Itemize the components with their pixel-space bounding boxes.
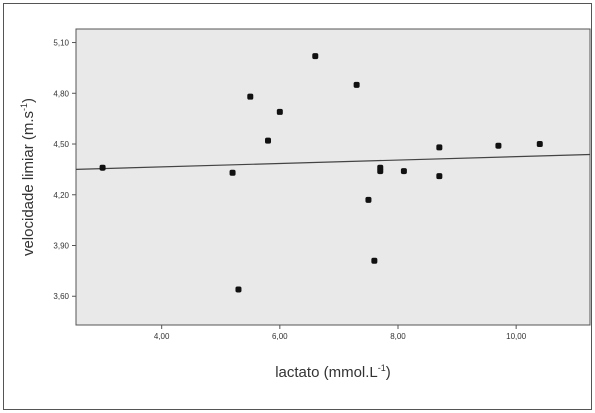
data-point <box>265 137 272 144</box>
data-point <box>400 168 407 175</box>
data-points <box>99 53 543 293</box>
regression-line <box>75 153 591 170</box>
data-point <box>436 173 443 180</box>
y-axis: 3,60 3,90 4,20 4,50 4,80 5,10 <box>53 39 76 301</box>
chart-figure: 4,00 6,00 8,00 10,00 3,60 3,90 4,20 4,50 4,80 5,… <box>3 3 592 410</box>
data-point <box>247 93 254 100</box>
x-tick-label: 4,00 <box>154 332 170 341</box>
data-point <box>377 168 384 175</box>
data-point <box>276 108 283 115</box>
data-point <box>365 196 372 203</box>
y-axis-title: velocidade limiar (m.s-1) <box>19 98 37 256</box>
x-axis: 4,00 6,00 8,00 10,00 <box>154 325 527 341</box>
data-point <box>229 169 236 176</box>
x-axis-title-tail: ) <box>386 364 391 381</box>
data-point <box>436 144 443 151</box>
data-point <box>312 53 319 60</box>
x-axis-title-text: lactato (mmol.L <box>275 364 378 381</box>
x-axis-title-sup: -1 <box>378 363 386 373</box>
y-tick-label: 3,90 <box>53 242 69 251</box>
y-axis-title-tail: ) <box>20 98 37 103</box>
data-point <box>495 142 502 149</box>
data-point <box>99 164 106 171</box>
data-point <box>536 141 543 148</box>
x-tick-label: 10,00 <box>506 332 527 341</box>
data-point <box>235 286 242 293</box>
y-tick-label: 3,60 <box>53 292 69 301</box>
data-point <box>371 257 378 264</box>
plot-area <box>75 28 591 326</box>
x-axis-title: lactato (mmol.L-1) <box>275 363 391 381</box>
x-tick-label: 6,00 <box>272 332 288 341</box>
data-point <box>353 81 360 88</box>
y-tick-label: 5,10 <box>53 39 69 48</box>
x-tick-label: 8,00 <box>390 332 406 341</box>
y-tick-label: 4,20 <box>53 191 69 200</box>
y-axis-title-text: velocidade limiar (m.s <box>20 111 37 256</box>
scatter-plot: 4,00 6,00 8,00 10,00 3,60 3,90 4,20 4,50 4,80 5,… <box>19 28 591 381</box>
y-axis-title-sup: -1 <box>19 103 29 111</box>
y-tick-label: 4,50 <box>53 140 69 149</box>
y-tick-label: 4,80 <box>53 89 69 98</box>
